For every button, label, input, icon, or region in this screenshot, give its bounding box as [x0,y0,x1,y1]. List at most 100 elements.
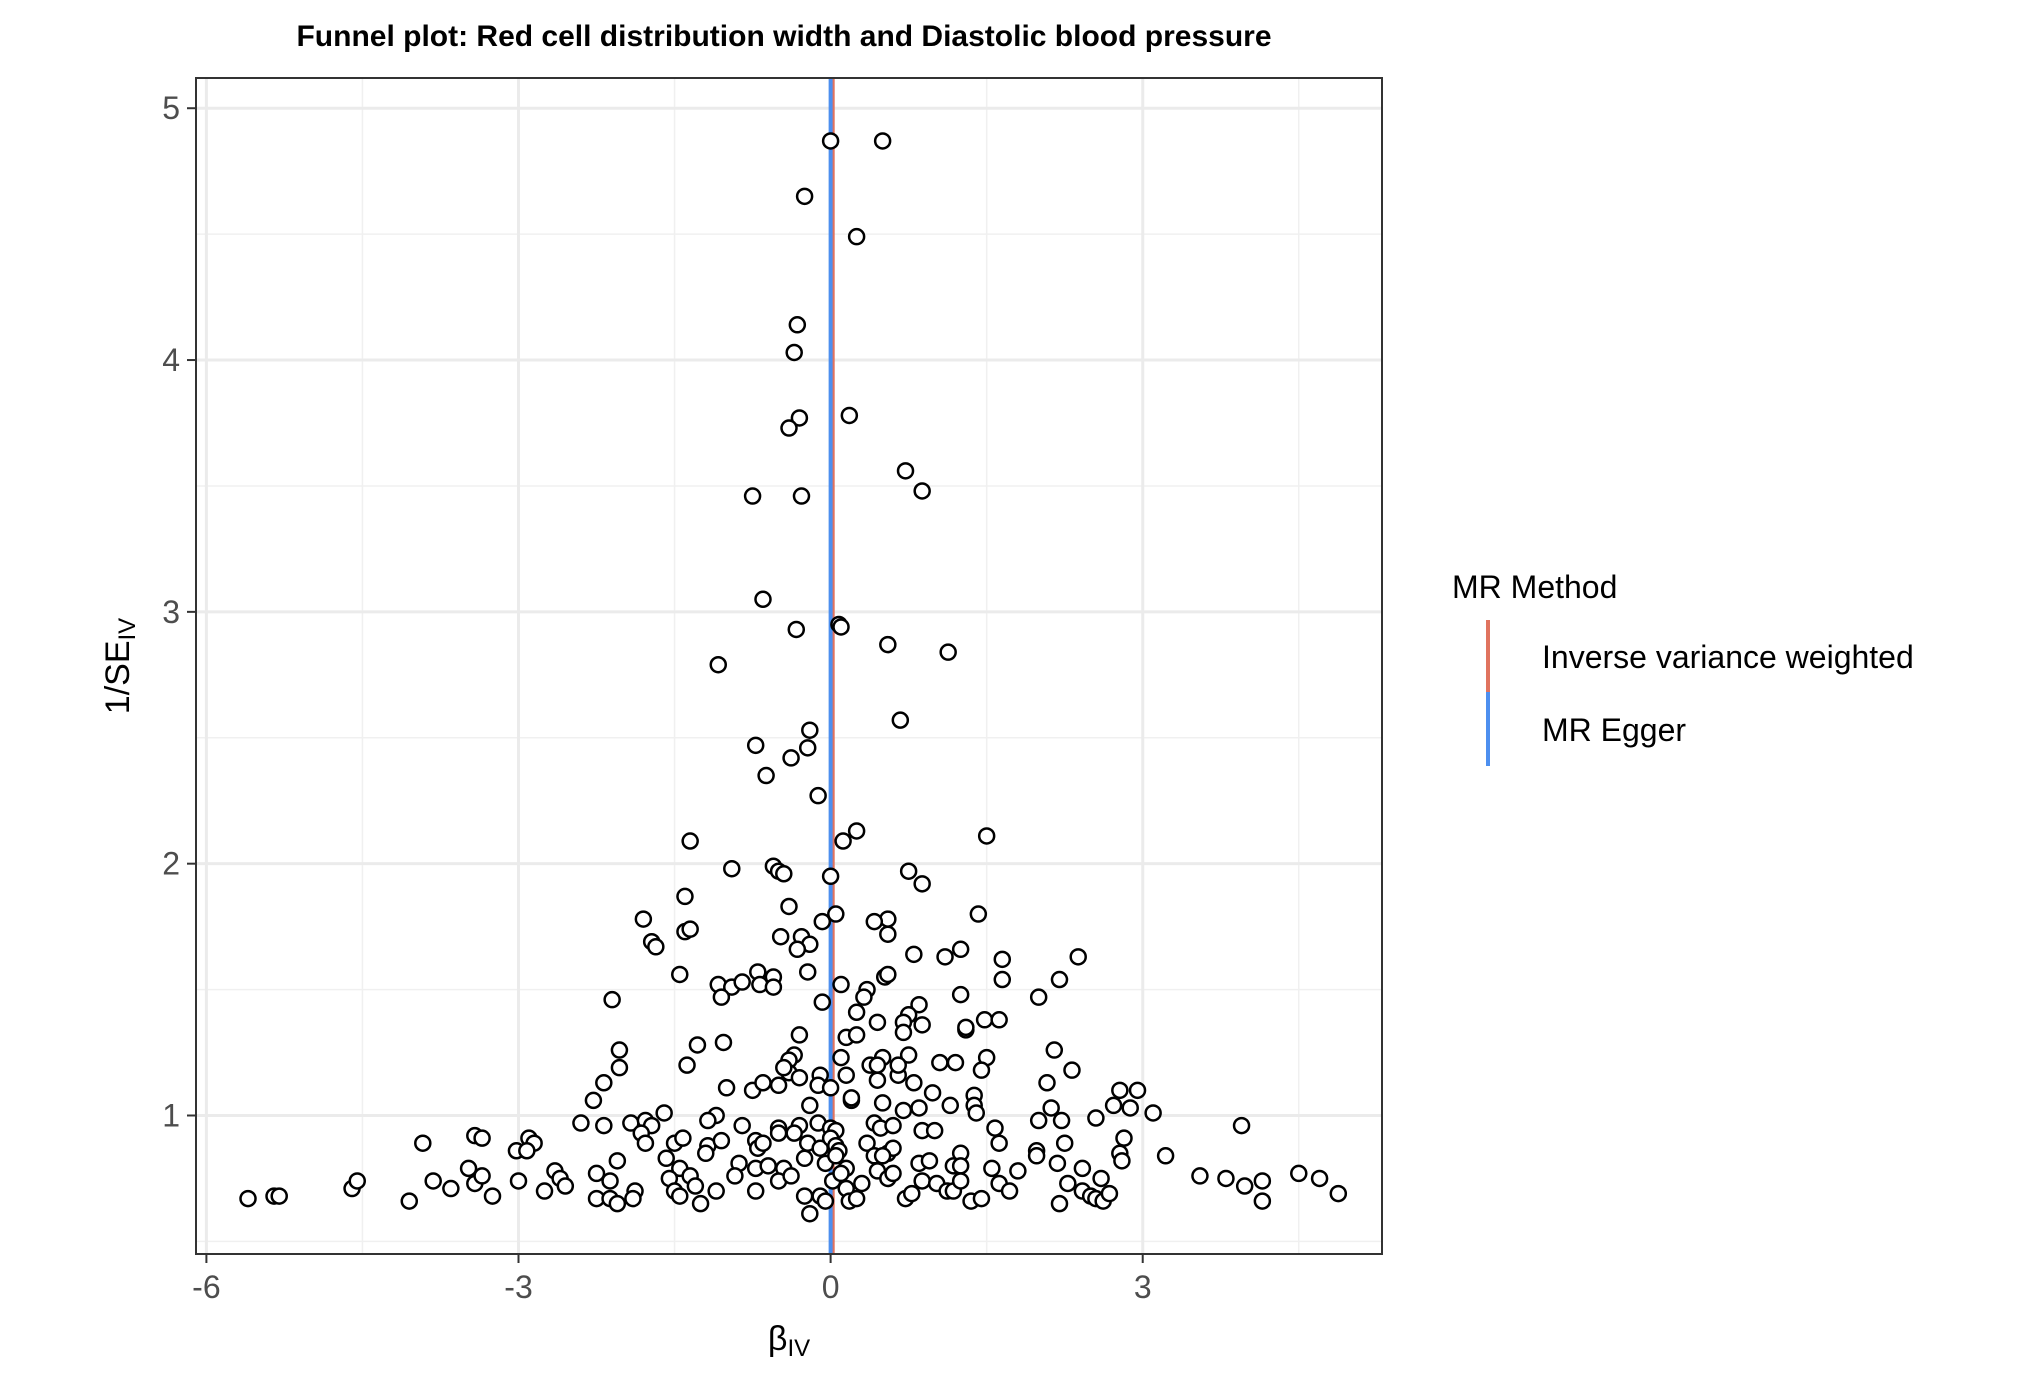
snp-point [795,187,814,206]
snp-point [853,1174,871,1193]
snp-point [788,316,807,334]
snp-point [990,1011,1008,1029]
snp-point [1027,1147,1046,1165]
snp-point [509,1172,528,1190]
snp-point [681,832,699,850]
snp-point [608,1152,627,1170]
snp-point [913,1016,931,1034]
snp-point [699,1111,717,1130]
snp-point [785,1124,803,1142]
snp-point [847,822,866,840]
snp-point [868,1071,887,1089]
snp-point [655,1104,673,1122]
snp-point [459,1159,478,1178]
snp-point [624,1189,642,1208]
snp-point [473,1167,491,1185]
axes: -6 -3 0 3 1 2 3 4 5 [162,90,1151,1305]
snp-point [1253,1192,1272,1210]
snp-point [270,1187,288,1205]
snp-point [798,963,817,981]
legend-label-mr-egger: MR Egger [1542,712,1686,748]
snp-point [759,1157,777,1175]
snp-point [743,487,762,505]
snp-point [1009,1162,1027,1180]
snp-point [847,1189,866,1208]
snp-point [993,970,1012,989]
snp-point [889,1056,907,1074]
snp-point [717,1079,736,1097]
snp-point [905,1074,923,1092]
snp-point [746,736,765,755]
snp-point [483,1187,502,1205]
snp-point [1069,948,1087,966]
snp-point [983,1159,1001,1178]
snp-point [972,1061,991,1079]
snp-point [813,993,832,1011]
snp-point [790,1068,809,1087]
snp-point [879,925,897,943]
snp-point [941,1096,960,1115]
snp-point [1050,970,1069,989]
snp-point [832,618,850,636]
snp-point [601,1172,619,1190]
snp-point [723,859,741,878]
snp-point [896,462,915,480]
snp-point [946,1053,965,1072]
snp-point [1115,1129,1133,1147]
snp-point [787,620,806,639]
snp-point [827,905,845,923]
snp-point [754,1074,772,1092]
snp-point [801,1204,819,1223]
snp-point [584,1091,603,1110]
snp-point [788,940,807,959]
snp-point [782,1167,800,1185]
snp-point [610,1041,629,1059]
snp-point [1050,1194,1069,1213]
snp-point [905,945,923,964]
snp-point [676,887,694,906]
mr-method-lines [828,78,835,1254]
snp-point [975,1011,994,1029]
snp-point [842,1089,861,1107]
x-tick-label: -6 [192,1269,220,1305]
snp-point [1087,1109,1105,1127]
snp-point [821,867,840,886]
snp-point [473,1129,491,1147]
snp-point [993,950,1012,969]
snp-point [798,739,817,757]
snp-point [884,1116,902,1135]
x-axis-title-main: β [768,1320,788,1358]
legend: MR Method Inverse variance weighted MR E… [1452,569,1914,766]
snp-point [899,1046,918,1064]
snp-point [686,1177,705,1195]
snp-point [348,1172,367,1190]
snp-point [923,1084,942,1102]
snp-point [969,905,988,923]
snp-point [834,832,852,850]
snp-point [1128,1081,1147,1100]
x-tick-label: 0 [822,1269,840,1305]
snp-point [1045,1041,1064,1059]
snp-point [707,1182,725,1200]
y-tick-label: 4 [162,342,180,378]
snp-point [837,1066,855,1084]
snp-point [733,1116,751,1135]
snp-point [764,978,783,996]
snp-point [424,1172,442,1190]
snp-point [931,1053,949,1072]
snp-point [1073,1159,1092,1178]
snp-point [709,655,728,674]
snp-point [1290,1164,1308,1183]
snp-point [1156,1147,1175,1165]
snp-point [801,721,819,739]
snp-point [780,897,798,916]
y-axis-title: 1/SEIV [99,618,141,714]
snp-point [697,1144,715,1163]
snp-point [913,1172,931,1190]
x-axis-title-subscript: IV [787,1335,810,1362]
snp-point [827,1147,845,1165]
snp-point [951,1157,970,1175]
snp-point [972,1189,991,1208]
snp-point [239,1189,257,1208]
snp-point [816,1192,835,1210]
